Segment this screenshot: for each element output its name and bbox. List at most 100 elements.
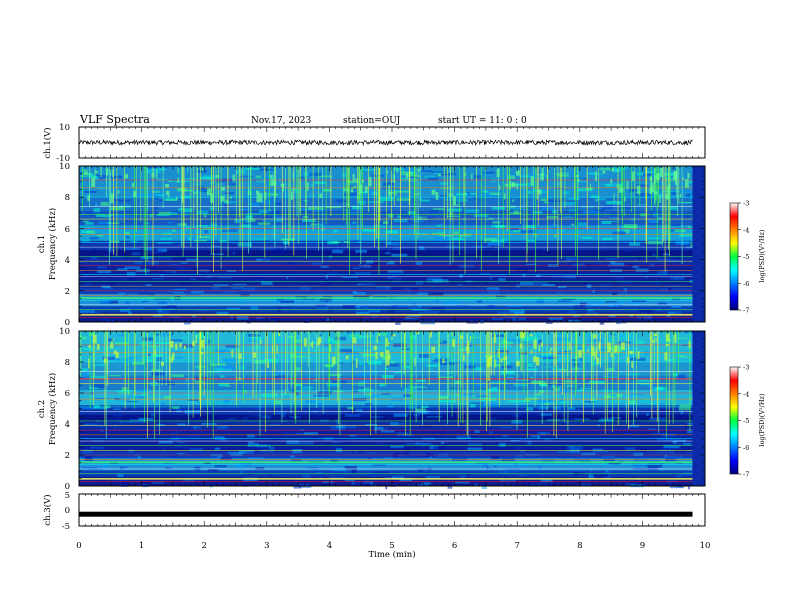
spectrogram-texture: [173, 445, 189, 448]
spectrogram-texture: [526, 442, 532, 446]
spectrogram-texture: [319, 280, 324, 284]
spectrogram-texture: [537, 431, 551, 436]
spectrogram-burst: [416, 331, 420, 335]
spectrogram-texture: [540, 413, 552, 416]
spectrogram-burst: [170, 357, 174, 363]
spectrogram-texture: [647, 464, 663, 468]
spectrogram-texture: [446, 413, 457, 417]
spectrogram-texture: [453, 482, 470, 484]
spectrogram-texture: [605, 183, 613, 187]
spectrogram-burst: [509, 180, 511, 190]
spectrogram-texture: [404, 237, 415, 240]
spectrogram-texture: [435, 224, 445, 226]
spectrogram-texture: [163, 166, 180, 168]
spectrogram-texture: [371, 416, 384, 418]
spectrogram-texture: [212, 286, 221, 290]
spectrogram-texture: [550, 381, 559, 383]
spectrogram-texture: [280, 299, 295, 303]
spectrogram-texture: [379, 442, 384, 445]
spectrogram-texture: [145, 271, 148, 276]
spectrogram-texture: [242, 291, 250, 293]
spectrogram-texture: [610, 399, 625, 402]
spectrogram-texture: [400, 366, 406, 369]
spectrogram-texture: [242, 416, 249, 420]
spectrogram-texture: [160, 273, 164, 277]
spectrogram-texture: [216, 311, 229, 316]
spectrogram-texture: [590, 195, 600, 198]
spectrogram-texture: [350, 186, 357, 189]
spectrogram-texture: [367, 457, 372, 459]
spectrogram-burst: [651, 189, 654, 193]
spectrogram-texture: [406, 443, 419, 445]
spectrogram-texture: [185, 293, 199, 296]
spectrogram-texture: [208, 469, 219, 472]
ch2-colorbar-ticks: -3-4-5-6-7: [738, 364, 749, 479]
spectrogram-texture: [536, 299, 545, 303]
spectrogram-texture: [517, 379, 528, 381]
spectrogram-texture: [558, 286, 567, 288]
spectrogram-texture: [355, 272, 371, 275]
spectrogram-texture: [667, 480, 674, 484]
spectrogram-texture: [412, 332, 415, 335]
spectrogram-texture: [602, 237, 613, 241]
spectrogram-texture: [432, 446, 447, 450]
spectrogram-band: [79, 240, 693, 251]
spectrogram-burst: [503, 356, 508, 360]
spectrogram-texture: [668, 224, 674, 226]
spectrogram-texture: [667, 456, 678, 460]
spectrogram-texture: [612, 292, 617, 295]
spectrogram-texture: [688, 226, 691, 229]
spectrogram-texture: [182, 478, 195, 482]
spectrogram-burst: [614, 345, 617, 353]
spectrogram-texture: [606, 368, 615, 372]
spectrogram-burst: [388, 191, 391, 198]
spectrogram-texture: [387, 276, 395, 279]
spectrogram-texture: [299, 287, 311, 291]
spectrogram-texture: [575, 347, 589, 350]
spectrogram-texture: [528, 190, 532, 194]
spectrogram-texture: [378, 197, 394, 201]
spectrogram-texture: [219, 240, 227, 242]
spectrogram-texture: [455, 304, 467, 307]
spectrogram-texture: [618, 280, 634, 284]
spectrogram-texture: [358, 467, 370, 469]
spectrogram-burst: [364, 186, 368, 193]
time-tick-label: 0: [76, 541, 81, 551]
spectrogram-texture: [194, 466, 201, 471]
spectrogram-texture: [212, 480, 229, 482]
spectrogram-texture: [355, 304, 361, 308]
spectrogram-texture: [608, 398, 611, 401]
spectrogram-texture: [430, 209, 438, 213]
spectrogram-texture: [248, 338, 260, 342]
spectrogram-burst: [84, 171, 88, 175]
spectrogram-burst: [529, 334, 533, 337]
spectrogram-burst: [161, 362, 165, 366]
spectrogram-texture: [477, 299, 483, 303]
spectrogram-texture: [258, 391, 269, 393]
colorbar-tick-label: -6: [743, 444, 749, 452]
spectrogram-texture: [325, 206, 342, 209]
spectrogram-texture: [562, 389, 572, 393]
spectrogram-burst: [169, 340, 174, 348]
spectrogram-burst: [687, 172, 690, 179]
spectrogram-texture: [513, 320, 518, 322]
spectrogram-texture: [365, 424, 378, 426]
spectrogram-texture: [628, 400, 636, 405]
spectrogram-texture: [129, 399, 134, 401]
spectrogram-texture: [595, 198, 598, 202]
spectrogram-texture: [407, 289, 412, 292]
spectrogram-texture: [328, 308, 333, 312]
spectrogram-texture: [489, 431, 494, 434]
spectrogram-texture: [329, 341, 340, 344]
spectrogram-texture: [88, 332, 95, 336]
spectrogram-burst: [319, 193, 323, 198]
spectrogram-texture: [218, 451, 233, 456]
spectrogram-texture: [496, 350, 508, 353]
spectrogram-texture: [674, 450, 686, 453]
spectrogram-texture: [274, 251, 287, 254]
spectrogram-texture: [180, 337, 188, 339]
spectrogram-texture: [500, 426, 513, 429]
spectrogram-texture: [464, 439, 475, 442]
spectrogram-texture: [523, 399, 531, 402]
spectrogram-texture: [644, 351, 649, 356]
